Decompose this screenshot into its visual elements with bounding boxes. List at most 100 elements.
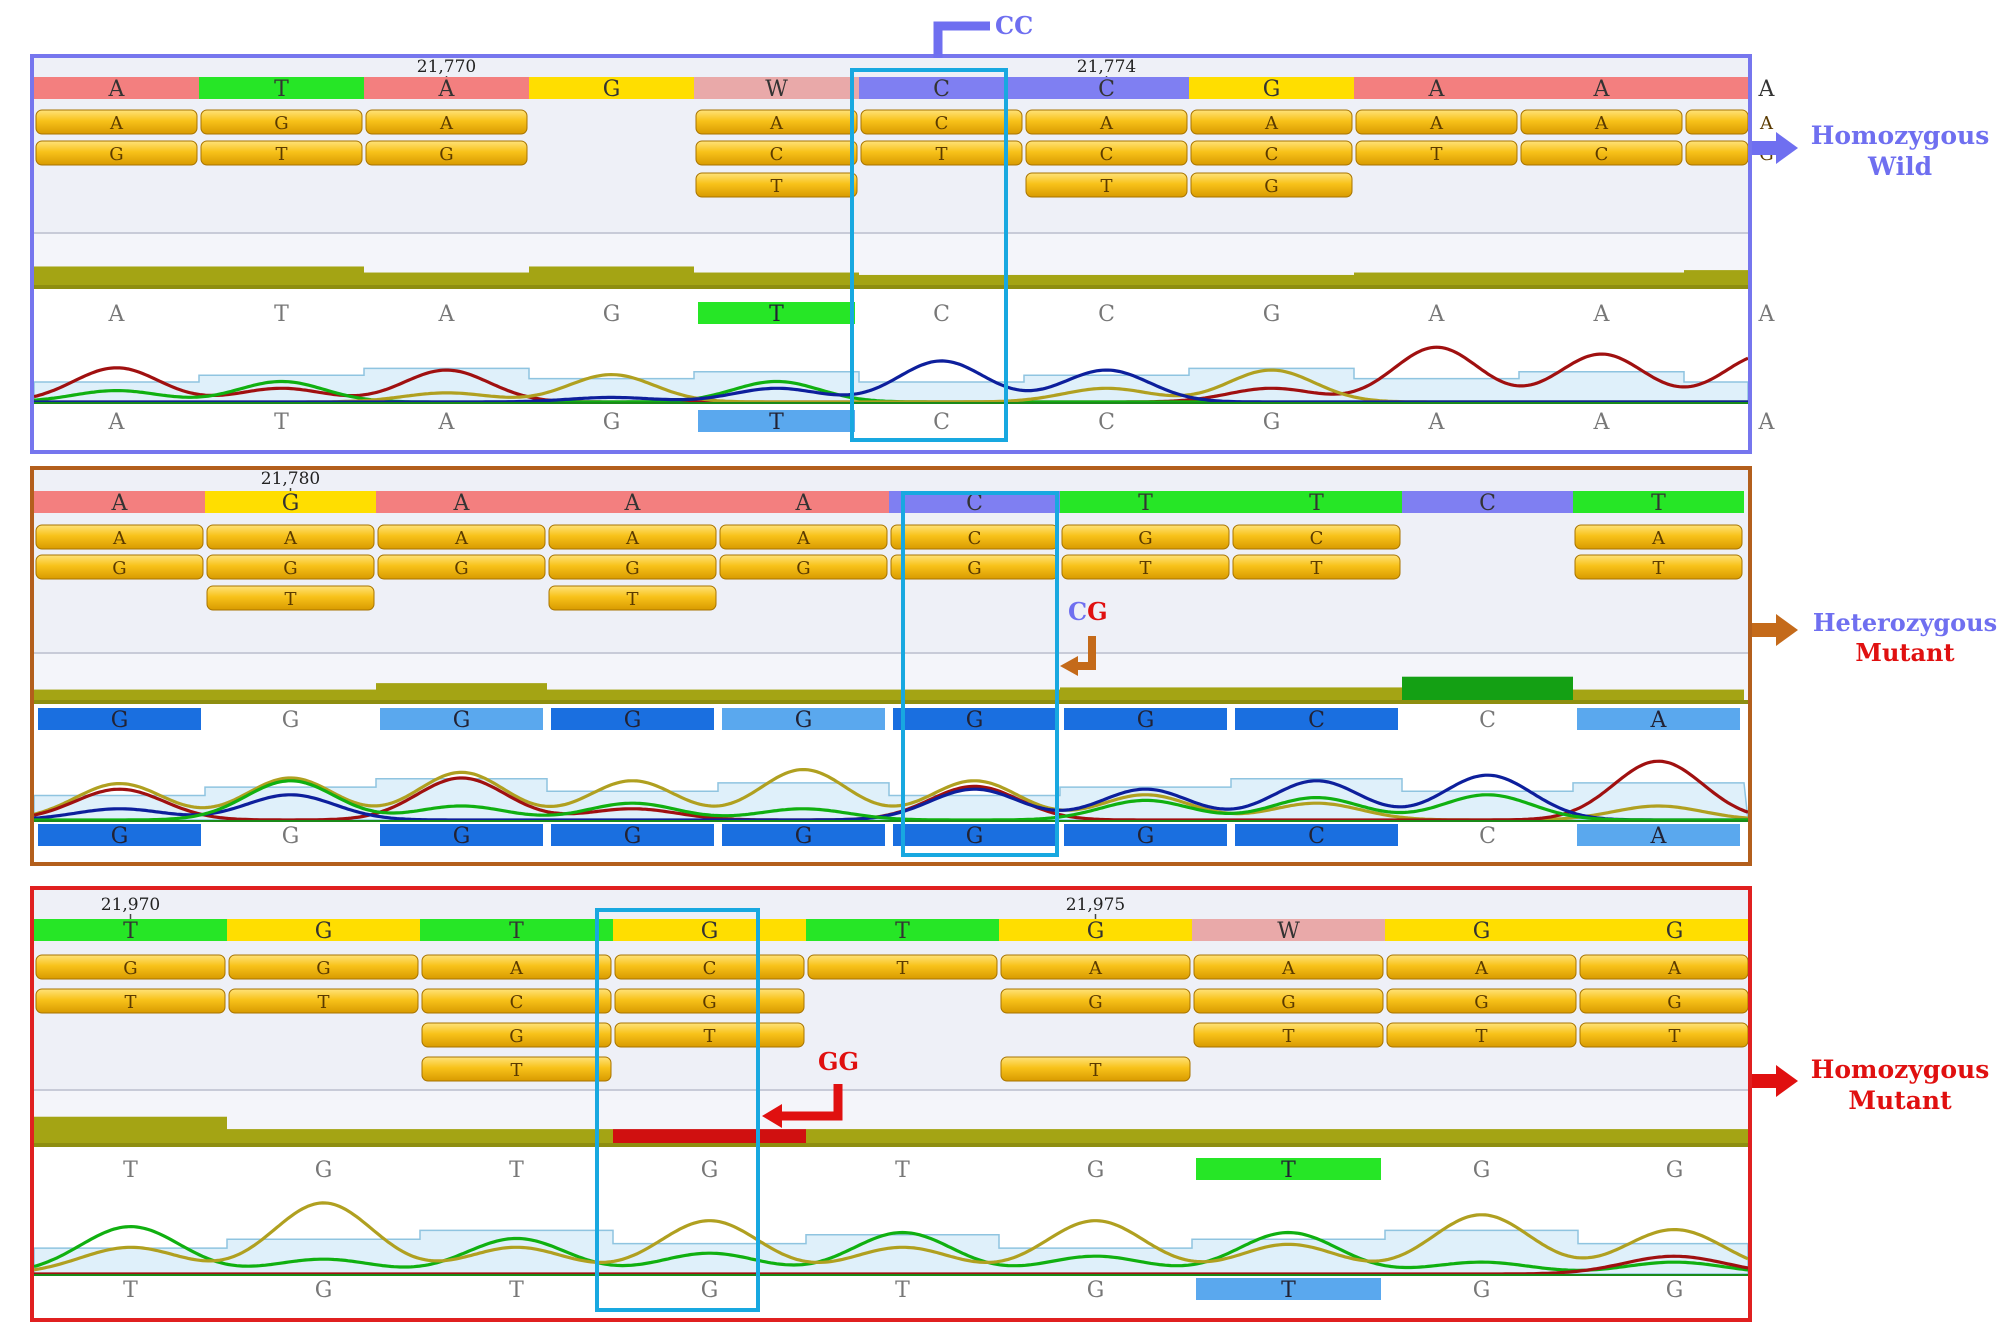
mut-read-segment: [228, 954, 419, 980]
mut-read-segment: [228, 988, 419, 1014]
het-call-highlight: [38, 824, 201, 846]
mut-read-base: T: [1475, 1026, 1487, 1047]
mut-read-base: T: [703, 1026, 715, 1047]
wild-consensus-base: A: [438, 77, 456, 102]
het-highlight-box: [901, 491, 1059, 857]
mut-call-base: G: [1473, 1158, 1491, 1183]
mut-consensus-cell: [227, 919, 420, 941]
mut-consensus-base: G: [1666, 919, 1684, 944]
het-label: Heterozygous Mutant: [1805, 608, 2005, 668]
mut-read-base: T: [1282, 1026, 1294, 1047]
wild-read-segment: [695, 109, 858, 135]
wild-call-base: A: [438, 302, 456, 327]
het-consensus-base: T: [1138, 491, 1153, 516]
wild-panel-frame: [30, 54, 1752, 454]
het-consensus-base: A: [795, 491, 813, 516]
mut-label-line1: Homozygous: [1810, 1055, 1990, 1084]
wild-call-base: T: [769, 302, 784, 327]
mut-coverage-bar: [227, 1129, 420, 1145]
wild-coverage-bar: [199, 266, 364, 287]
wild-read-segment: [365, 109, 528, 135]
mut-read-base: T: [124, 992, 136, 1013]
het-call-highlight: [722, 708, 885, 730]
wild-call-base: G: [603, 302, 621, 327]
het-read-segment: [35, 524, 204, 550]
mut-coverage-bar: [613, 1129, 806, 1145]
mut-consensus-cell: [1385, 919, 1578, 941]
wild-call-base: T: [769, 410, 784, 435]
gg-callout-label: GG: [818, 1047, 859, 1076]
het-position-label: 21,780: [261, 469, 320, 489]
wild-read-segment: [1520, 140, 1683, 166]
het-call-base: A: [1650, 824, 1668, 849]
het-read-base: A: [625, 528, 640, 549]
wild-call-base: T: [274, 410, 289, 435]
het-call-highlight: [1577, 708, 1740, 730]
mut-read-segment: [1579, 988, 1749, 1014]
wild-coverage-bar: [694, 272, 859, 287]
het-read-base: G: [625, 558, 639, 579]
wild-call-base: A: [1593, 302, 1611, 327]
wild-read-base: T: [935, 144, 947, 165]
wild-read-segment: [1685, 109, 1749, 135]
wild-consensus-cell: [694, 77, 859, 99]
mut-call-base: T: [123, 1278, 138, 1303]
mut-read-base: A: [1281, 958, 1296, 979]
mut-call-base: G: [1087, 1158, 1105, 1183]
het-read-segment: [548, 554, 717, 580]
het-read-base: A: [454, 528, 469, 549]
wild-read-base: T: [1430, 144, 1442, 165]
het-trace-C: [33, 773, 1748, 822]
het-call-base: G: [453, 824, 471, 849]
mut-coverage-bar: [34, 1116, 227, 1145]
het-call-base: C: [1479, 824, 1496, 849]
het-call-base: G: [624, 824, 642, 849]
wild-position-label: 21,774: [1077, 57, 1136, 77]
het-call-base: G: [966, 824, 984, 849]
mut-read-base: G: [1088, 992, 1102, 1013]
wild-call-base: G: [1263, 302, 1281, 327]
mut-panel-frame: [30, 886, 1752, 1322]
mut-coverage-bar: [1385, 1129, 1578, 1145]
het-read-base: T: [1652, 558, 1664, 579]
wild-read-base: C: [1100, 144, 1114, 165]
het-read-segment: [1232, 554, 1401, 580]
mut-call-highlight: [1196, 1278, 1381, 1300]
mut-call-base: T: [1281, 1278, 1296, 1303]
het-coverage-bar: [1231, 687, 1402, 702]
het-trace-T: [34, 779, 1748, 822]
wild-read-segment: [35, 140, 198, 166]
wild-read-base: C: [1265, 144, 1279, 165]
het-consensus-base: A: [111, 491, 129, 516]
het-call-base: G: [282, 708, 300, 733]
wild-read-base: T: [275, 144, 287, 165]
het-read-segment: [1061, 524, 1230, 550]
het-call-highlight: [380, 708, 543, 730]
het-coverage-bar: [718, 689, 889, 702]
het-call-highlight: [893, 708, 1056, 730]
het-read-base: T: [1139, 558, 1151, 579]
gg-callout-arrowhead: [762, 1104, 782, 1128]
wild-read-base: A: [1759, 113, 1774, 134]
wild-read-base: A: [1429, 113, 1444, 134]
het-read-segment: [1574, 554, 1743, 580]
het-read-base: A: [1651, 528, 1666, 549]
het-read-base: C: [968, 528, 982, 549]
mut-consensus-cell: [420, 919, 613, 941]
mut-read-base: A: [1474, 958, 1489, 979]
mut-coverage-bar: [1192, 1129, 1385, 1145]
mut-read-base: A: [1667, 958, 1682, 979]
wild-call-base: A: [1758, 410, 1776, 435]
wild-consensus-base: W: [765, 77, 788, 102]
het-call-base: G: [624, 708, 642, 733]
wild-call-base: A: [1593, 410, 1611, 435]
mut-coverage-bar: [420, 1129, 613, 1145]
mut-consensus-cell: [34, 919, 227, 941]
wild-read-segment: [1025, 109, 1188, 135]
mut-read-base: G: [316, 958, 330, 979]
mut-consensus-cell: [806, 919, 999, 941]
het-read-base: G: [967, 558, 981, 579]
mut-read-base: T: [896, 958, 908, 979]
wild-consensus-base: C: [933, 77, 950, 102]
